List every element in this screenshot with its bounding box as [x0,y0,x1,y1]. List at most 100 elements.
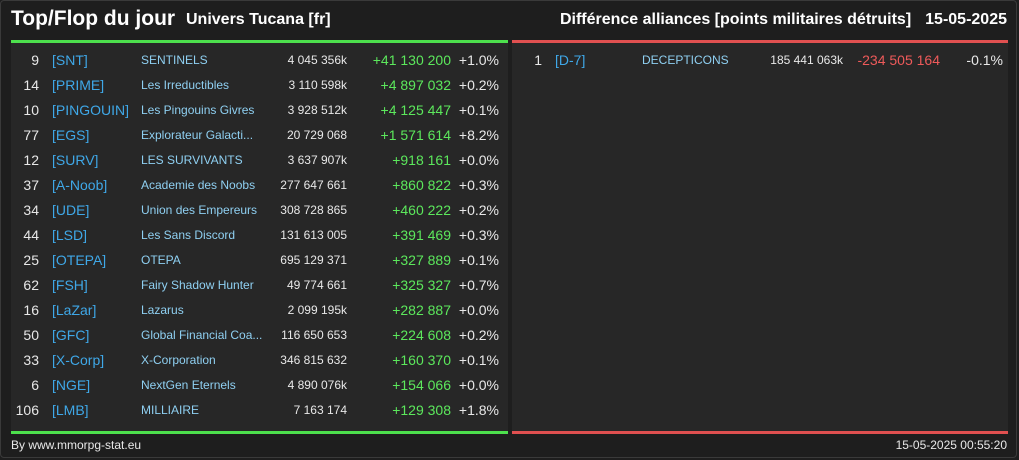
alliance-total: 116 650 653 [281,328,347,342]
alliance-pct: +0.0% [458,377,499,393]
alliance-total: 7 163 174 [293,403,347,417]
alliance-tag: [LaZar] [52,302,97,318]
alliance-name: DECEPTICONS [642,53,729,67]
footer-source: By www.mmorpg-stat.eu [11,438,142,452]
page-title: Top/Flop du jour [11,7,176,30]
alliance-rank: 34 [23,202,39,218]
flop-panel: 1 [D-7] DECEPTICONS 185 441 063k -234 505 16… [512,40,1008,434]
alliance-tag: [SNT] [52,52,88,68]
top-row: 25 [OTEPA] OTEPA 695 129 371 +327 889 +0.1% [11,248,508,273]
top-panel: 9 [SNT] SENTINELS 4 045 356k +41 130 200 +1.0… [11,40,508,434]
alliance-total: 2 099 195k [287,303,347,317]
alliance-rank: 44 [23,227,39,243]
footer-timestamp: 15-05-2025 00:55:20 [895,438,1007,452]
alliance-total: 49 774 661 [286,278,347,292]
top-row: 6 [NGE] NextGen Eternels 4 890 076k +154 066… [11,373,508,398]
alliance-pct: +0.2% [458,202,499,218]
alliance-tag: [SURV] [52,152,99,168]
alliance-rank: 33 [23,352,39,368]
alliance-pct: +0.3% [458,227,499,243]
alliance-total: 185 441 063k [770,53,843,67]
alliance-pct: -0.1% [966,52,1003,68]
alliance-rank: 6 [31,377,39,393]
alliance-pct: +0.2% [458,327,499,343]
header-date: 15-05-2025 [925,11,1007,28]
alliance-total: 4 045 356k [287,53,347,67]
top-row: 50 [GFC] Global Financial Coa... 116 650 65… [11,323,508,348]
alliance-rank: 16 [23,302,39,318]
alliance-rank: 1 [534,52,542,68]
alliance-diff: +154 066 [392,377,451,393]
top-row: 10 [PINGOUIN] Les Pingouins Givres 3 928 51… [11,98,508,123]
alliance-diff: +860 822 [392,177,451,193]
alliance-pct: +0.0% [458,302,499,318]
alliance-pct: +0.1% [458,352,499,368]
alliance-tag: [X-Corp] [52,352,105,368]
top-row: 77 [EGS] Explorateur Galacti... 20 729 068 +… [11,123,508,148]
alliance-name: Union des Empereurs [141,203,258,217]
alliance-tag: [LSD] [52,227,88,243]
alliance-name: Explorateur Galacti... [141,128,254,142]
alliance-total: 4 890 076k [287,378,347,392]
alliance-tag: [D-7] [555,52,586,68]
top-row: 33 [X-Corp] X-Corporation 346 815 632 +160 3… [11,348,508,373]
top-row: 62 [FSH] Fairy Shadow Hunter 49 774 661 +325… [11,273,508,298]
alliance-tag: [LMB] [52,402,89,418]
alliance-total: 3 110 598k [288,78,348,92]
metric-label: Différence alliances [points militaires … [559,11,912,28]
flop-row: 1 [D-7] DECEPTICONS 185 441 063k -234 505 16… [512,48,1008,73]
alliance-pct: +0.2% [458,77,499,93]
alliance-diff: +391 469 [392,227,451,243]
alliance-name: Les Sans Discord [141,228,236,242]
alliance-diff: +460 222 [392,202,451,218]
alliance-rank: 9 [31,52,39,68]
alliance-pct: +8.2% [458,127,499,143]
alliance-name: NextGen Eternels [141,378,236,392]
alliance-rank: 50 [23,327,39,343]
alliance-pct: +0.1% [458,102,499,118]
alliance-rank: 77 [23,127,39,143]
alliance-total: 277 647 661 [280,178,347,192]
header-right: Différence alliances [points militaires … [560,11,1007,29]
alliance-pct: +0.7% [458,277,499,293]
top-row: 34 [UDE] Union des Empereurs 308 728 865 +46… [11,198,508,223]
alliance-diff: +41 130 200 [372,52,451,68]
alliance-diff: +1 571 614 [380,127,451,143]
alliance-pct: +1.0% [458,52,499,68]
top-row: 12 [SURV] LES SURVIVANTS 3 637 907k +918 161… [11,148,508,173]
alliance-name: Global Financial Coa... [141,328,263,342]
header: Top/Flop du jour Univers Tucana [fr] Dif… [0,0,1019,40]
top-row: 16 [LaZar] Lazarus 2 099 195k +282 887 +0.0% [11,298,508,323]
alliance-diff: +327 889 [392,252,451,268]
alliance-rank: 25 [23,252,39,268]
alliance-rank: 106 [15,402,39,418]
alliance-pct: +1.8% [458,402,499,418]
alliance-name: OTEPA [141,253,181,267]
alliance-total: 308 728 865 [280,203,347,217]
alliance-rank: 62 [23,277,39,293]
alliance-name: Lazarus [141,303,184,317]
top-row: 106 [LMB] MILLIAIRE 7 163 174 +129 308 +1.8% [11,398,508,423]
alliance-tag: [FSH] [52,277,88,293]
top-row: 14 [PRIME] Les Irreductibles 3 110 598k +4 8… [11,73,508,98]
alliance-diff: +4 897 032 [380,77,451,93]
alliance-name: MILLIAIRE [141,403,200,417]
alliance-diff: +224 608 [392,327,451,343]
alliance-diff: +918 161 [392,152,451,168]
alliance-rank: 12 [23,152,39,168]
alliance-tag: [GFC] [52,327,90,343]
alliance-rank: 10 [23,102,39,118]
alliance-diff: +282 887 [392,302,451,318]
alliance-diff: -234 505 164 [857,52,940,68]
top-row: 44 [LSD] Les Sans Discord 131 613 005 +391 4… [11,223,508,248]
alliance-name: SENTINELS [141,53,208,67]
alliance-pct: +0.0% [458,152,499,168]
alliance-total: 131 613 005 [280,228,347,242]
alliance-name: Les Pingouins Givres [141,103,255,117]
alliance-total: 20 729 068 [286,128,347,142]
alliance-diff: +160 370 [392,352,451,368]
universe-label: Univers Tucana [fr] [186,11,331,28]
alliance-tag: [OTEPA] [52,252,107,268]
alliance-tag: [NGE] [52,377,91,393]
alliance-name: Les Irreductibles [141,78,230,92]
